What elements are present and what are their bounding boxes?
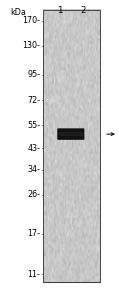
Text: 17-: 17- — [27, 229, 40, 238]
Text: 26-: 26- — [27, 190, 40, 199]
Text: 43-: 43- — [28, 143, 40, 153]
Text: 1: 1 — [57, 6, 62, 15]
Bar — [43, 10, 100, 282]
Text: 55-: 55- — [27, 121, 40, 130]
Text: 130-: 130- — [23, 41, 40, 50]
FancyBboxPatch shape — [57, 128, 84, 140]
Text: 95-: 95- — [27, 70, 40, 79]
Text: 2: 2 — [80, 6, 85, 15]
Text: kDa: kDa — [10, 8, 26, 17]
Text: 170-: 170- — [22, 16, 40, 25]
Text: 72-: 72- — [27, 96, 40, 105]
Text: 11-: 11- — [28, 270, 40, 278]
FancyBboxPatch shape — [59, 132, 83, 136]
Text: 34-: 34- — [28, 165, 40, 174]
Bar — [43, 10, 100, 282]
